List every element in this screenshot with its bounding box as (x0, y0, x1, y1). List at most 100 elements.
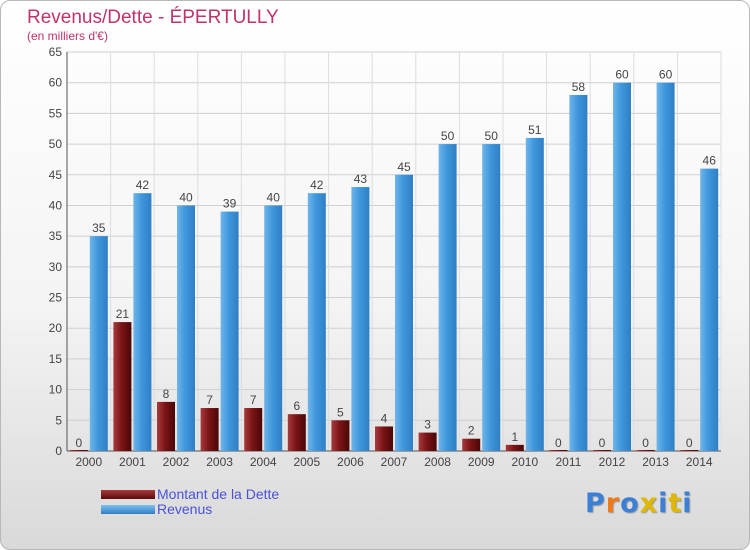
data-label-dette-2005: 6 (293, 399, 300, 413)
data-label-revenus-2005: 42 (310, 178, 324, 192)
bar-revenus-2011 (569, 94, 588, 451)
bar-dette-2003 (200, 408, 219, 451)
y-tick-label: 10 (49, 383, 63, 397)
y-tick-label: 45 (49, 168, 63, 182)
y-tick-label: 55 (49, 106, 63, 120)
bar-dette-2013 (636, 450, 655, 451)
data-label-dette-2011: 0 (555, 436, 562, 450)
bar-dette-2011 (549, 450, 568, 451)
logo-letter: i (682, 488, 693, 519)
x-tick-label: 2014 (686, 455, 713, 469)
x-tick-label: 2004 (250, 455, 277, 469)
legend-swatch-revenus (101, 505, 155, 514)
y-tick-label: 60 (49, 76, 63, 90)
bar-revenus-2001 (133, 193, 152, 451)
bar-dette-2005 (287, 414, 306, 451)
y-tick-label: 30 (49, 260, 63, 274)
data-label-revenus-2002: 40 (179, 190, 193, 204)
y-tick-label: 0 (55, 444, 62, 458)
bar-revenus-2013 (656, 82, 675, 451)
data-label-revenus-2013: 60 (659, 68, 673, 82)
data-label-revenus-2003: 39 (223, 197, 237, 211)
logo-letter: i (658, 488, 669, 519)
data-label-revenus-2007: 45 (397, 160, 411, 174)
bar-revenus-2010 (525, 137, 544, 451)
proxiti-logo: Proxiti (585, 488, 693, 519)
y-tick-label: 5 (55, 413, 62, 427)
data-label-dette-2006: 5 (337, 405, 344, 419)
data-label-dette-2008: 3 (424, 418, 431, 432)
data-label-revenus-2012: 60 (615, 68, 629, 82)
x-tick-label: 2007 (381, 455, 408, 469)
bar-dette-2008 (418, 432, 437, 451)
x-tick-label: 2003 (206, 455, 233, 469)
x-tick-label: 2008 (424, 455, 451, 469)
data-label-dette-2001: 21 (116, 307, 130, 321)
bar-dette-2010 (505, 444, 524, 451)
bar-revenus-2005 (307, 193, 326, 451)
data-label-dette-2004: 7 (250, 393, 257, 407)
bar-dette-2012 (593, 450, 611, 451)
bar-dette-2014 (680, 450, 699, 451)
bar-revenus-2006 (351, 187, 370, 452)
bar-revenus-2002 (177, 205, 195, 451)
logo-letter: P (585, 488, 606, 519)
y-tick-label: 35 (49, 229, 63, 243)
bar-revenus-2007 (395, 174, 413, 451)
bar-dette-2000 (69, 450, 88, 451)
data-label-revenus-2001: 42 (136, 178, 150, 192)
x-tick-label: 2012 (599, 455, 626, 469)
data-label-dette-2000: 0 (75, 436, 82, 450)
data-label-dette-2002: 8 (163, 387, 170, 401)
x-tick-label: 2010 (511, 455, 538, 469)
x-tick-label: 2006 (337, 455, 364, 469)
legend-label-revenus: Revenus (157, 501, 213, 517)
bar-dette-2001 (113, 322, 132, 451)
y-tick-label: 25 (49, 291, 63, 305)
bar-revenus-2014 (700, 168, 719, 451)
data-label-dette-2007: 4 (381, 411, 388, 425)
chart-title: Revenus/Dette - ÉPERTULLY (27, 7, 279, 28)
x-tick-label: 2013 (642, 455, 669, 469)
logo-letter: t (668, 488, 683, 519)
bar-revenus-2000 (89, 236, 108, 451)
data-label-revenus-2009: 50 (485, 129, 499, 143)
x-tick-label: 2000 (75, 455, 102, 469)
data-label-revenus-2004: 40 (267, 190, 281, 204)
bar-revenus-2012 (613, 82, 631, 451)
bar-dette-2002 (157, 401, 175, 451)
x-tick-label: 2005 (293, 455, 320, 469)
data-label-revenus-2000: 35 (92, 221, 106, 235)
bar-revenus-2009 (482, 144, 501, 452)
data-label-revenus-2014: 46 (703, 154, 717, 168)
y-tick-label: 40 (49, 198, 63, 212)
data-label-revenus-2006: 43 (354, 172, 368, 186)
data-label-dette-2013: 0 (642, 436, 649, 450)
x-tick-label: 2002 (163, 455, 190, 469)
legend-label-dette: Montant de la Dette (157, 486, 280, 502)
x-tick-label: 2001 (119, 455, 146, 469)
bar-revenus-2004 (264, 205, 283, 451)
data-label-revenus-2010: 51 (528, 123, 542, 137)
bar-dette-2007 (375, 426, 393, 451)
data-label-revenus-2011: 58 (572, 80, 586, 94)
bar-dette-2009 (462, 438, 481, 451)
bar-revenus-2008 (438, 144, 457, 452)
logo-letter: o (620, 488, 640, 519)
bar-revenus-2003 (220, 211, 239, 451)
data-label-dette-2014: 0 (686, 436, 693, 450)
x-tick-label: 2009 (468, 455, 495, 469)
y-tick-label: 15 (49, 352, 63, 366)
data-label-dette-2003: 7 (206, 393, 213, 407)
y-tick-label: 50 (49, 137, 63, 151)
bar-dette-2004 (244, 408, 263, 451)
bar-dette-2006 (331, 420, 350, 451)
logo-letter: x (639, 488, 659, 519)
legend-swatch-dette (101, 490, 155, 499)
data-label-revenus-2008: 50 (441, 129, 455, 143)
y-tick-label: 20 (49, 321, 63, 335)
data-label-dette-2010: 1 (511, 430, 518, 444)
logo-letter: r (605, 488, 621, 519)
